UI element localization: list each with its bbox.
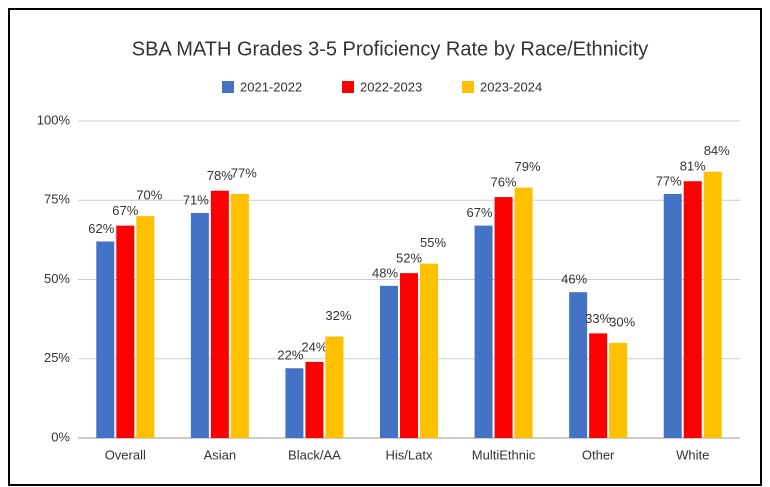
frame — [8, 8, 762, 486]
bar — [190, 212, 209, 438]
legend-label: 2021-2022 — [240, 79, 302, 94]
bar — [703, 171, 722, 438]
chart-title: SBA MATH Grades 3-5 Proficiency Rate by … — [132, 38, 649, 60]
bar — [474, 225, 493, 438]
x-tick-label: Other — [582, 447, 615, 462]
data-label: 78% — [207, 168, 233, 183]
data-label: 77% — [231, 165, 257, 180]
x-tick-label: His/Latx — [386, 447, 433, 462]
data-label: 22% — [277, 348, 303, 363]
data-label: 70% — [136, 188, 162, 203]
data-label: 67% — [467, 205, 493, 220]
bar — [589, 333, 608, 438]
data-label: 84% — [704, 143, 730, 158]
x-tick-label: White — [676, 447, 709, 462]
bar — [420, 263, 438, 438]
y-tick-label: 100% — [37, 112, 71, 127]
legend-swatch — [222, 81, 234, 93]
x-tick-label: Asian — [204, 447, 237, 462]
bar — [325, 336, 344, 438]
bar — [514, 187, 533, 438]
data-label: 76% — [491, 175, 517, 190]
bar — [285, 368, 304, 438]
bar — [663, 193, 682, 438]
data-label: 30% — [609, 314, 635, 329]
bar — [609, 342, 628, 438]
data-label: 81% — [680, 159, 706, 174]
data-label: 33% — [585, 311, 611, 326]
y-tick-label: 25% — [44, 350, 70, 365]
data-label: 48% — [372, 265, 398, 280]
legend-swatch — [462, 81, 474, 93]
data-label: 52% — [396, 251, 422, 266]
bar — [96, 241, 115, 438]
bar — [136, 216, 155, 438]
y-tick-label: 75% — [44, 192, 70, 207]
y-tick-label: 0% — [51, 429, 70, 444]
x-tick-label: MultiEthnic — [472, 447, 536, 462]
bar — [116, 225, 135, 438]
data-label: 24% — [301, 339, 327, 354]
data-label: 79% — [515, 159, 541, 174]
legend-swatch — [342, 81, 354, 93]
bar — [494, 197, 513, 438]
data-label: 67% — [112, 203, 138, 218]
bar — [400, 273, 418, 438]
bar — [380, 285, 398, 438]
data-label: 46% — [561, 272, 587, 287]
bar — [230, 193, 249, 438]
data-label: 32% — [325, 308, 351, 323]
data-label: 62% — [88, 221, 114, 236]
data-label: 55% — [420, 235, 446, 250]
data-label: 71% — [183, 192, 209, 207]
bar — [305, 361, 324, 438]
bar — [569, 292, 588, 438]
x-tick-label: Overall — [105, 447, 146, 462]
y-tick-label: 50% — [44, 271, 70, 286]
legend-label: 2023-2024 — [480, 79, 542, 94]
bar — [683, 181, 702, 439]
bar — [210, 190, 229, 438]
legend-label: 2022-2023 — [360, 79, 422, 94]
data-label: 77% — [656, 173, 682, 188]
x-tick-label: Black/AA — [288, 447, 341, 462]
